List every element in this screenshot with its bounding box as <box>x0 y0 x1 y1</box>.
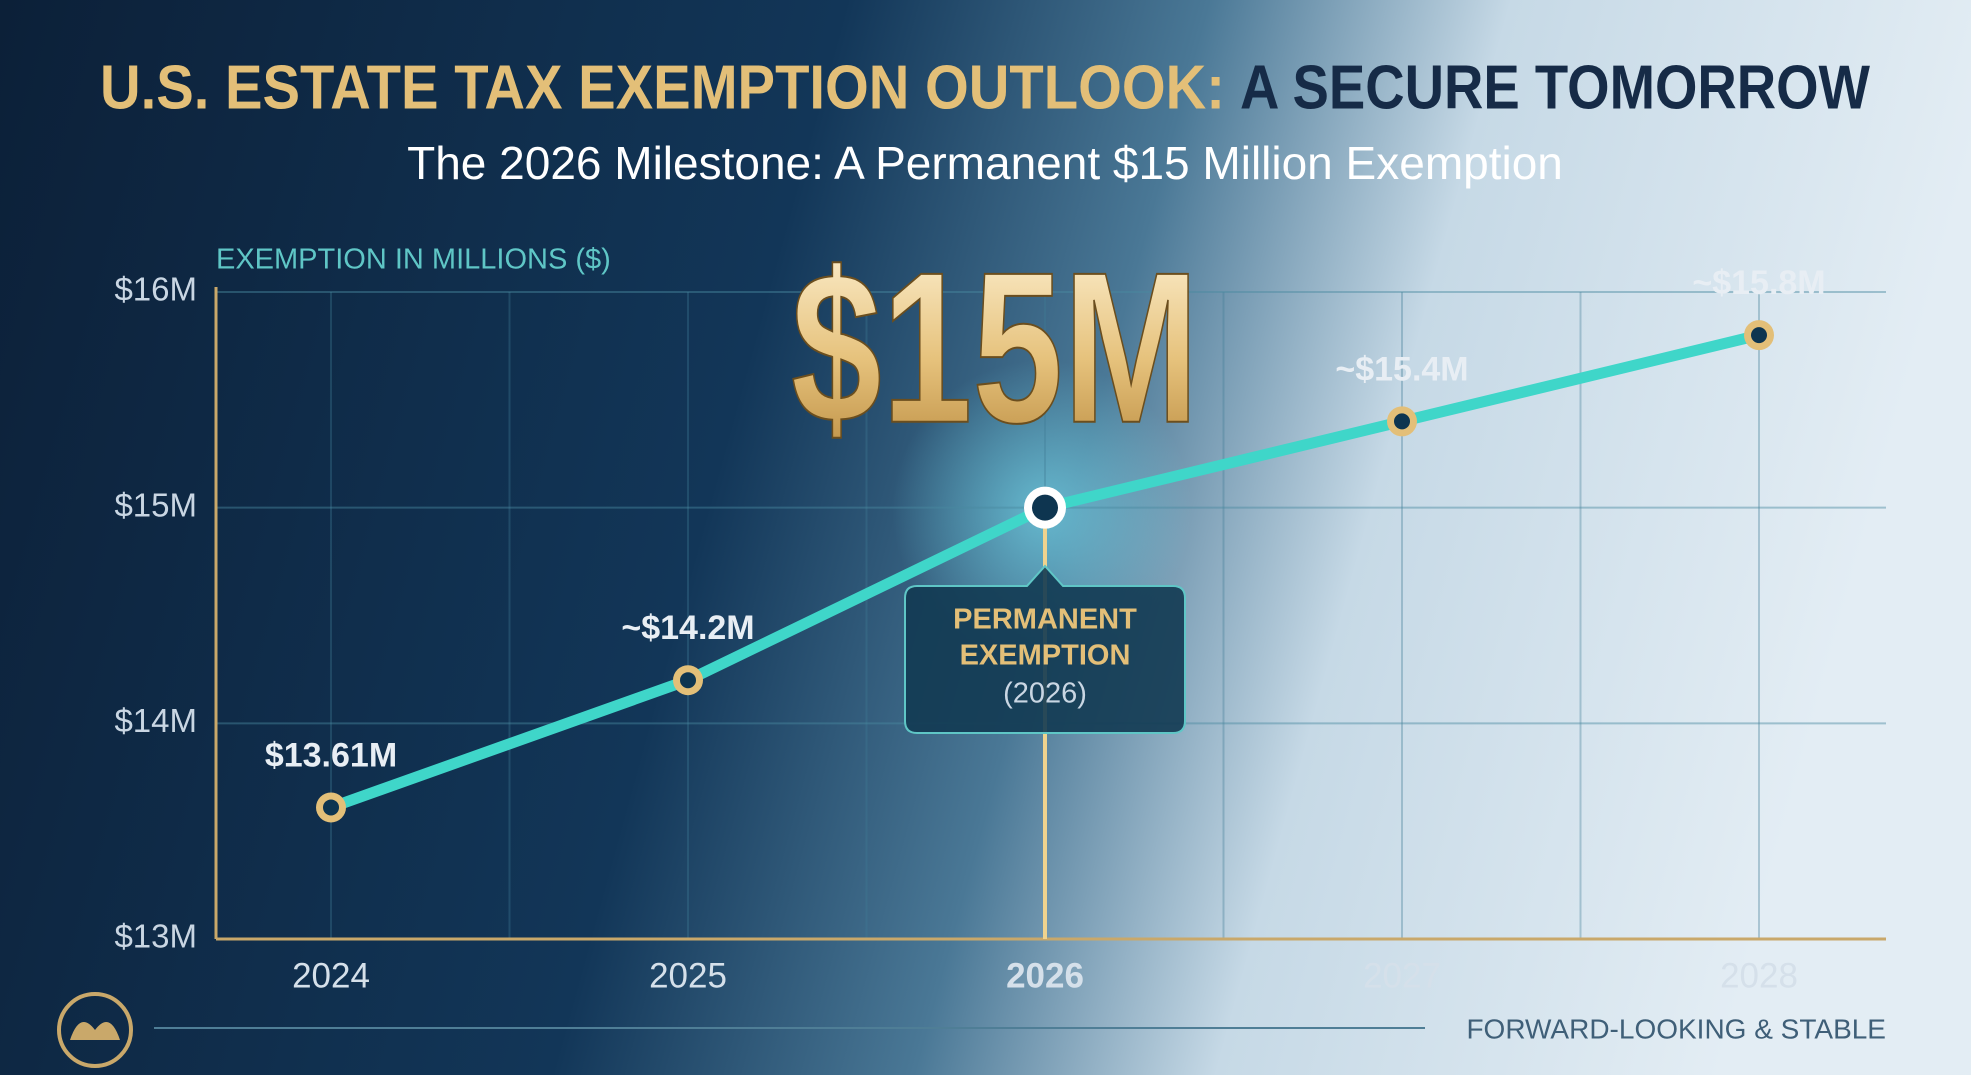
point-core <box>1751 327 1767 344</box>
y-tick-label: $13M <box>114 918 197 955</box>
value-label: ~$14.2M <box>621 609 754 647</box>
point-core <box>1032 494 1058 521</box>
y-tick-label: $16M <box>114 271 197 308</box>
footer: FORWARD-LOOKING & STABLE <box>1466 1013 1886 1044</box>
chart-subtitle: The 2026 Milestone: A Permanent $15 Mill… <box>407 137 1563 189</box>
headline-value: $15M <box>791 227 1199 468</box>
logo-mark <box>70 1022 120 1040</box>
annotation-title: PERMANENT <box>953 604 1137 636</box>
value-label: ~$15.4M <box>1335 350 1468 388</box>
x-tick-label: 2028 <box>1720 956 1798 995</box>
y-tick-label: $15M <box>114 486 197 523</box>
x-tick-label: 2024 <box>292 956 370 995</box>
point-core <box>323 799 339 816</box>
plot: $13M $14M $15M $16M $13.61M ~$14.2M $15M ~$15.4… <box>114 226 1886 995</box>
x-tick-label: 2025 <box>649 956 727 995</box>
x-tick-label: 2027 <box>1363 956 1441 995</box>
callout <box>904 564 1186 734</box>
chart-title: U.S. ESTATE TAX EXEMPTION OUTLOOK: <box>100 53 1225 122</box>
logo <box>57 992 133 1068</box>
value-label: ~$15.8M <box>1692 264 1825 302</box>
point-core <box>680 672 696 689</box>
value-label: $13.61M <box>265 736 397 774</box>
x-tick-label: 2026 <box>1006 956 1084 995</box>
point-core <box>1394 413 1410 430</box>
y-axis-label: EXEMPTION IN MILLIONS ($) <box>216 244 611 276</box>
annotation-note: (2026) <box>1003 678 1087 710</box>
annotation-title: EXEMPTION <box>960 640 1131 672</box>
y-tick-label: $14M <box>114 702 197 739</box>
chart-title: A SECURE TOMORROW <box>1240 53 1870 122</box>
